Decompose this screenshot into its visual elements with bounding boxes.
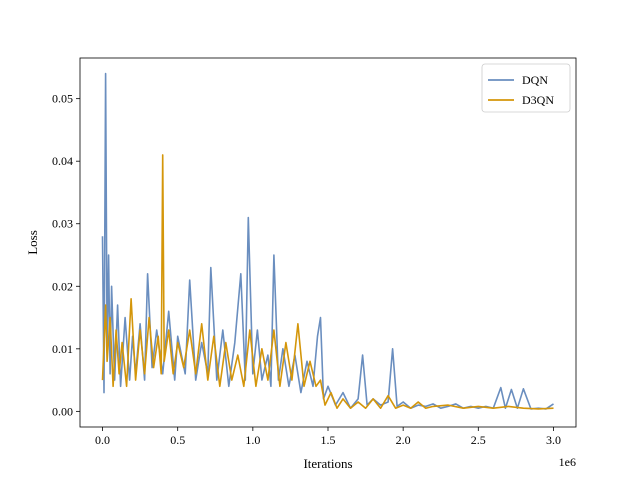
y-axis-ticks: 0.00 0.01 0.02 0.03 0.04 0.05 — [52, 92, 80, 418]
plot-frame — [79, 57, 577, 428]
legend: DQN D3QN — [481, 63, 571, 113]
legend-label: DQN — [522, 73, 548, 87]
y-tick-label: 0.04 — [52, 154, 73, 168]
x-tick-label: 0.0 — [95, 433, 110, 447]
y-tick-label: 0.00 — [52, 404, 73, 418]
y-tick-label: 0.01 — [52, 342, 73, 356]
y-tick-label: 0.03 — [52, 217, 73, 231]
x-tick-label: 0.5 — [170, 433, 185, 447]
x-axis-ticks: 0.0 0.5 1.0 1.5 2.0 2.5 3.0 — [95, 427, 561, 447]
series-line-d3qn — [101, 154, 554, 410]
x-axis-offset-label: 1e6 — [559, 455, 576, 469]
x-tick-label: 1.0 — [245, 433, 260, 447]
legend-label: D3QN — [522, 93, 554, 107]
series-line-dqn — [101, 72, 554, 410]
x-tick-label: 2.0 — [396, 433, 411, 447]
y-tick-label: 0.02 — [52, 279, 73, 293]
x-tick-label: 1.5 — [321, 433, 336, 447]
y-tick-label: 0.05 — [52, 92, 73, 106]
y-axis-label: Loss — [25, 230, 40, 255]
series-lines — [101, 72, 554, 410]
x-tick-label: 2.5 — [471, 433, 486, 447]
x-tick-label: 3.0 — [546, 433, 561, 447]
x-axis-label: Iterations — [303, 456, 352, 471]
